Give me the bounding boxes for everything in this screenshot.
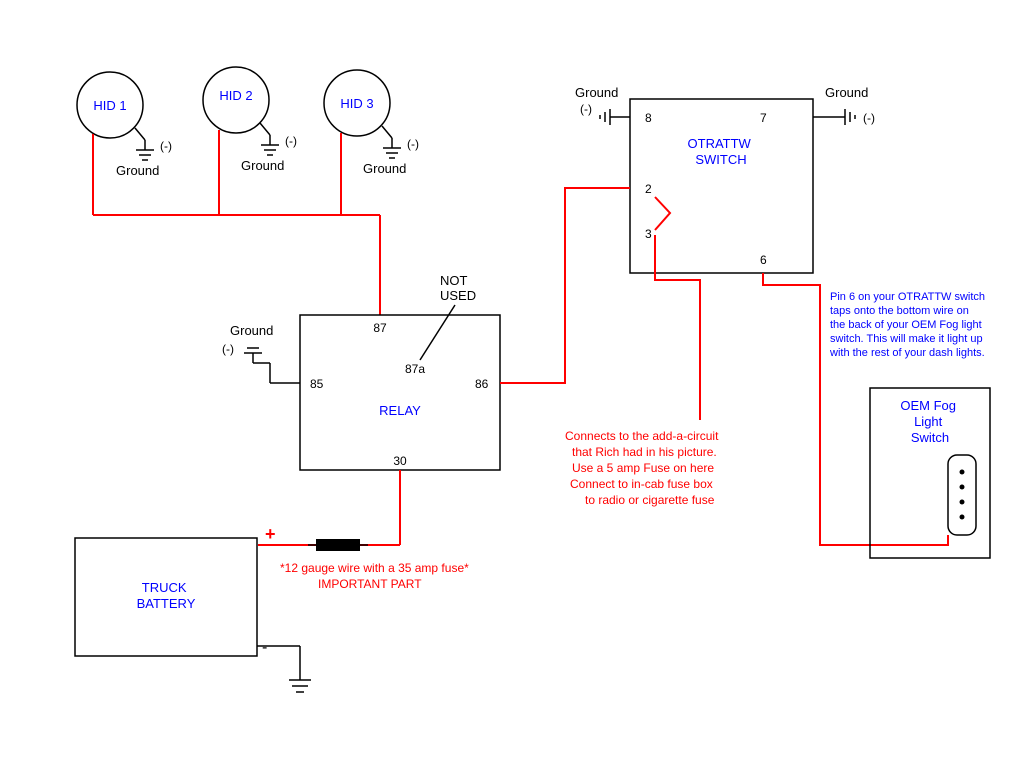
oem-plug [948, 455, 976, 535]
line-not-used [420, 305, 455, 360]
relay-pin-30: 30 [393, 454, 407, 468]
hid-2: HID 2 [203, 67, 269, 133]
relay-title: RELAY [379, 403, 421, 418]
switch-pin-2: 2 [645, 182, 652, 196]
wire-switch-2-3 [655, 197, 670, 230]
svg-text:Ground: Ground [241, 158, 284, 173]
svg-text:Ground: Ground [825, 85, 868, 100]
svg-text:(-): (-) [580, 102, 592, 116]
svg-text:(-): (-) [863, 111, 875, 125]
relay-pin-85: 85 [310, 377, 324, 391]
svg-text:to radio or cigarette fuse: to radio or cigarette fuse [585, 493, 715, 507]
fuse-note-1: *12 gauge wire with a 35 amp fuse* [280, 561, 469, 575]
hid-2-label: HID 2 [219, 88, 252, 103]
switch-pin-3: 3 [645, 227, 652, 241]
svg-text:taps onto the bottom wire on: taps onto the bottom wire on [830, 305, 969, 317]
svg-text:(-): (-) [160, 139, 172, 153]
pin6-note: Pin 6 on your OTRATTW switch taps onto t… [829, 291, 985, 359]
svg-text:Ground: Ground [230, 323, 273, 338]
switch-box [630, 99, 813, 273]
relay-pin-87: 87 [373, 321, 387, 335]
hid-3-label: HID 3 [340, 96, 373, 111]
switch-ground-right: Ground (-) [813, 85, 875, 125]
svg-text:Use a 5 amp Fuse on here: Use a 5 amp Fuse on here [572, 461, 714, 475]
hid-1-label: HID 1 [93, 98, 126, 113]
switch-pin-8: 8 [645, 111, 652, 125]
svg-text:Connect to in-cab fuse box: Connect to in-cab fuse box [570, 477, 713, 491]
relay-not-used: NOT USED [440, 273, 476, 303]
svg-text:Connects to the add-a-circuit: Connects to the add-a-circuit [565, 429, 719, 443]
wire-pin3-down [655, 235, 700, 420]
svg-text:(-): (-) [285, 134, 297, 148]
svg-text:that Rich had in his picture.: that Rich had in his picture. [572, 445, 717, 459]
add-circuit-note: Connects to the add-a-circuit that Rich … [565, 429, 719, 507]
svg-text:(-): (-) [407, 137, 419, 151]
battery-title: TRUCK BATTERY [137, 580, 196, 611]
switch-pin-7: 7 [760, 111, 767, 125]
switch-ground-left: Ground (-) [575, 85, 630, 125]
wiring-diagram: HID 1 HID 2 HID 3 (-) Ground (-) Ground … [0, 0, 1024, 768]
battery-minus: - [262, 639, 267, 656]
relay-box [300, 315, 500, 470]
switch-pin-6: 6 [760, 253, 767, 267]
hid-1: HID 1 [77, 72, 143, 138]
relay-pin-86: 86 [475, 377, 489, 391]
svg-text:Ground: Ground [575, 85, 618, 100]
svg-text:with the rest of your dash lig: with the rest of your dash lights. [829, 347, 985, 359]
svg-text:Pin 6 on your OTRATTW switch: Pin 6 on your OTRATTW switch [830, 291, 985, 303]
wire-86-to-pin2 [500, 188, 630, 383]
svg-text:Ground: Ground [116, 163, 159, 178]
oem-title: OEM Fog Light Switch [900, 398, 959, 445]
fuse-note-2: IMPORTANT PART [318, 577, 422, 591]
svg-text:switch. This will make it ligh: switch. This will make it light up [830, 333, 983, 345]
switch-title: OTRATTW SWITCH [688, 136, 755, 167]
relay-85-ground: Ground (-) [222, 323, 300, 383]
svg-text:the back of your OEM Fog light: the back of your OEM Fog light [830, 319, 982, 331]
svg-text:Ground: Ground [363, 161, 406, 176]
hid-3: HID 3 [324, 70, 390, 136]
battery-plus: + [265, 524, 276, 544]
svg-text:(-): (-) [222, 342, 234, 356]
relay-pin-87a: 87a [405, 362, 425, 376]
